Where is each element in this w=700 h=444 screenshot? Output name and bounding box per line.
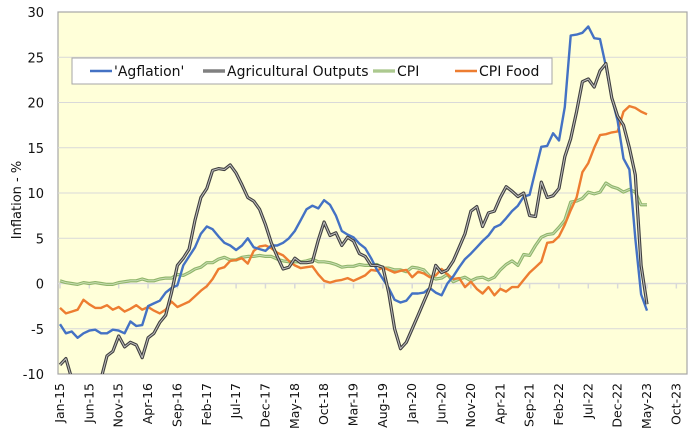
- x-tick-label: Mar-19: [346, 383, 361, 426]
- x-tick-label: Jul-17: [228, 383, 243, 420]
- x-tick-label: Dec-17: [257, 383, 272, 428]
- series-line-agricultural-outputs-inner: [59, 63, 648, 374]
- x-tick-label: Jun-15: [81, 383, 96, 424]
- y-tick-label: 15: [27, 142, 44, 157]
- x-tick-label: Apr-21: [492, 383, 507, 424]
- legend-label: CPI Food: [479, 64, 539, 80]
- x-tick-label: Jun-20: [434, 383, 449, 424]
- y-tick-label: 25: [27, 51, 44, 66]
- x-tick-label: Feb-17: [199, 383, 214, 426]
- x-tick-label: Oct-23: [668, 383, 683, 425]
- x-tick-label: Dec-22: [610, 383, 625, 428]
- x-tick-label: May-18: [287, 383, 302, 429]
- y-tick-label: 5: [36, 232, 44, 247]
- x-tick-label: Nov-15: [111, 383, 126, 427]
- legend-label: 'Agflation': [114, 64, 184, 80]
- y-tick-label: 0: [36, 278, 44, 293]
- gridlines: [58, 56, 687, 330]
- series-lines: [58, 25, 649, 374]
- y-tick-labels: 30 25 20 15 10 5 0 -5 -10: [23, 6, 44, 383]
- x-tick-label: Apr-16: [140, 383, 155, 424]
- x-tick-labels: Jan-15 Jun-15 Nov-15 Apr-16 Sep-16 Feb-17 Jul-…: [52, 383, 683, 429]
- x-tick-label: Sep-16: [169, 383, 184, 427]
- series-line-cpi-inner: [59, 182, 647, 285]
- y-tick-label: 10: [27, 187, 44, 202]
- x-tick-label: May-23: [639, 383, 654, 429]
- x-tick-label: Jul-22: [580, 383, 595, 420]
- legend: 'Agflation' Agricultural Outputs CPI CPI Fo…: [71, 57, 553, 85]
- x-tick-label: Sep-21: [522, 383, 537, 427]
- y-axis-label: Inflation - %: [10, 161, 25, 239]
- y-tick-label: 20: [27, 97, 44, 112]
- y-tick-label: -10: [23, 368, 44, 383]
- legend-label: CPI: [397, 64, 419, 80]
- series-line-cpi-food: [59, 104, 648, 315]
- x-tick-label: Nov-20: [463, 383, 478, 428]
- x-tick-label: Feb-22: [551, 383, 566, 426]
- series-line-agflation: [58, 25, 649, 339]
- x-tick-label: Jan-15: [52, 383, 67, 424]
- x-tick-label: Aug-19: [375, 383, 390, 428]
- legend-label: Agricultural Outputs: [227, 64, 369, 80]
- y-tick-label: -5: [31, 323, 44, 338]
- y-tick-label: 30: [27, 6, 44, 21]
- x-tick-label: Jan-20: [404, 383, 419, 424]
- x-tick-label: Oct-18: [316, 383, 331, 425]
